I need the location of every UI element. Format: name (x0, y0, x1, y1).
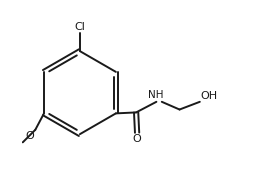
Text: O: O (133, 134, 142, 144)
Text: OH: OH (201, 91, 218, 101)
Text: Cl: Cl (74, 22, 85, 32)
Text: NH: NH (148, 90, 163, 100)
Text: O: O (26, 131, 34, 141)
